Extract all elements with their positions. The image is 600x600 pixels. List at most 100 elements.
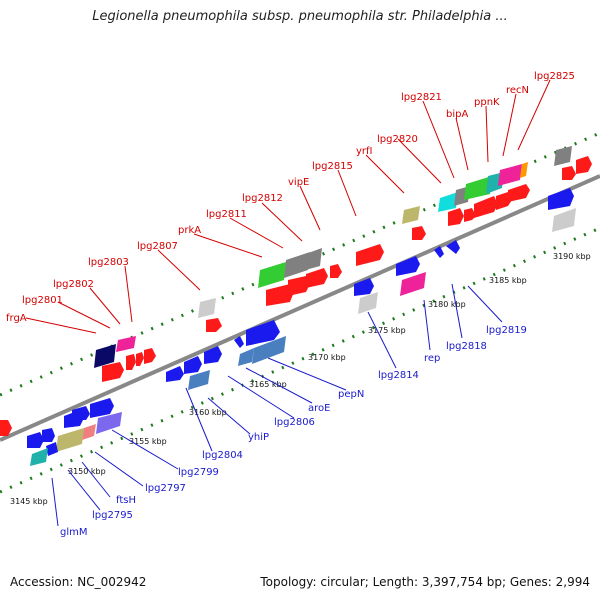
gene-block[interactable] (266, 284, 294, 306)
gene-label[interactable]: lpg2819 (486, 325, 527, 336)
gene-block[interactable] (448, 208, 464, 226)
gene-block[interactable] (508, 184, 530, 202)
gene-block[interactable] (136, 352, 144, 366)
gene-block[interactable] (446, 240, 460, 254)
gene-block[interactable] (554, 146, 572, 166)
gene-label[interactable]: lpg2811 (206, 209, 247, 220)
leader-line (229, 217, 284, 249)
gene-block[interactable] (396, 256, 420, 276)
gene-block[interactable] (184, 356, 202, 374)
gene-block[interactable] (96, 412, 122, 434)
gene-block[interactable] (144, 348, 156, 364)
gene-block[interactable] (552, 208, 576, 232)
leader-line (89, 287, 121, 325)
gene-block[interactable] (464, 208, 476, 222)
gene-block[interactable] (204, 346, 222, 364)
leader-line (185, 387, 213, 452)
gene-block[interactable] (548, 188, 574, 210)
gene-label[interactable]: aroE (308, 403, 330, 414)
gene-block[interactable] (94, 344, 116, 368)
gene-label[interactable]: glmM (60, 527, 88, 538)
gene-block[interactable] (234, 336, 244, 348)
gene-block[interactable] (330, 264, 342, 278)
gene-label[interactable]: recN (506, 85, 529, 96)
gene-block[interactable] (90, 398, 114, 418)
gene-block[interactable] (82, 424, 96, 440)
gene-block[interactable] (0, 420, 12, 436)
accession-text: Accession: NC_002942 (10, 575, 147, 589)
gene-label[interactable]: yrfI (356, 146, 373, 157)
gene-label[interactable]: lpg2801 (22, 295, 63, 306)
gene-block[interactable] (198, 298, 216, 318)
gene-block[interactable] (27, 432, 44, 448)
leader-line (397, 138, 442, 184)
leader-line (365, 154, 405, 194)
gene-label[interactable]: lpg2821 (401, 92, 442, 103)
gene-block[interactable] (102, 362, 124, 382)
gene-block[interactable] (116, 336, 136, 352)
gene-block[interactable] (188, 370, 210, 390)
leader-line (423, 299, 431, 351)
gene-block[interactable] (498, 164, 522, 186)
gene-label[interactable]: prkA (178, 225, 201, 236)
gene-label[interactable]: lpg2825 (534, 71, 575, 82)
gene-block[interactable] (246, 320, 280, 346)
gene-label[interactable]: lpg2803 (88, 257, 129, 268)
genome-backbone (0, 174, 600, 442)
gene-label[interactable]: lpg2806 (274, 417, 315, 428)
gene-block[interactable] (562, 166, 576, 180)
gene-block[interactable] (306, 268, 328, 288)
leader-line (111, 429, 179, 470)
gene-label[interactable]: bipA (446, 109, 468, 120)
gene-block[interactable] (474, 196, 498, 218)
gene-block[interactable] (356, 244, 384, 266)
gene-block[interactable] (520, 162, 528, 178)
gene-block[interactable] (288, 276, 310, 296)
tick-label: 3175 kbp (368, 326, 406, 335)
gene-block[interactable] (464, 176, 492, 200)
gene-block[interactable] (238, 348, 254, 366)
gene-block[interactable] (166, 366, 184, 382)
gene-label[interactable]: pepN (338, 389, 364, 400)
gene-label[interactable]: lpg2802 (53, 279, 94, 290)
gene-label[interactable]: lpg2820 (377, 134, 418, 145)
gene-label[interactable]: lpg2807 (137, 241, 178, 252)
gene-block[interactable] (206, 318, 222, 332)
gene-block[interactable] (434, 246, 444, 258)
gene-block[interactable] (252, 336, 286, 364)
gene-label[interactable]: lpg2804 (202, 450, 243, 461)
gene-label[interactable]: lpg2814 (378, 370, 419, 381)
gene-block[interactable] (126, 354, 136, 370)
tick-label: 3160 kbp (189, 408, 227, 417)
gene-label[interactable]: frgA (6, 313, 27, 324)
gene-block[interactable] (400, 272, 426, 296)
gene-block[interactable] (56, 428, 84, 452)
leader-line (57, 301, 111, 329)
gene-label[interactable]: lpg2799 (178, 467, 219, 478)
gene-block[interactable] (412, 226, 426, 240)
gene-block[interactable] (358, 292, 378, 314)
gene-label[interactable]: yhiP (248, 432, 269, 443)
gene-label[interactable]: lpg2815 (312, 161, 353, 172)
gene-block[interactable] (298, 248, 322, 272)
map-title: Legionella pneumophila subsp. pneumophil… (92, 9, 508, 24)
gene-label[interactable]: lpg2812 (242, 193, 283, 204)
gene-block[interactable] (258, 262, 286, 288)
gene-block[interactable] (72, 406, 90, 420)
gene-label[interactable]: lpg2795 (92, 510, 133, 521)
gene-block[interactable] (402, 206, 420, 224)
leader-line (261, 202, 303, 242)
gene-label[interactable]: lpg2818 (446, 341, 487, 352)
gene-block[interactable] (354, 278, 374, 296)
gene-block[interactable] (46, 442, 58, 456)
gene-label[interactable]: rep (424, 353, 440, 364)
gene-label[interactable]: ppnK (474, 97, 500, 108)
gene-block[interactable] (438, 192, 458, 212)
leader-line (299, 185, 321, 231)
gene-label[interactable]: vipE (288, 177, 309, 188)
gene-label[interactable]: ftsH (116, 495, 136, 506)
gene-block[interactable] (30, 448, 48, 466)
gene-block[interactable] (42, 428, 55, 442)
gene-block[interactable] (576, 156, 592, 174)
gene-label[interactable]: lpg2797 (145, 483, 186, 494)
